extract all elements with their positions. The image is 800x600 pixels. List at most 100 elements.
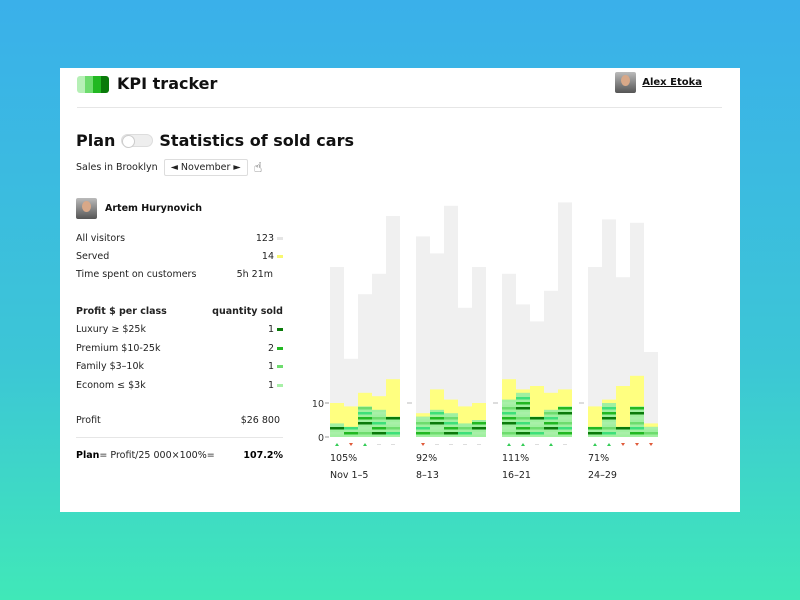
summary-divider [76, 437, 283, 438]
plan-value: 107.2% [243, 450, 283, 461]
sold-class-stripe [430, 432, 444, 435]
sold-class-stripe [358, 407, 372, 410]
sold-class-stripe [358, 417, 372, 420]
filter-bar: Sales in Brooklyn ◄ November ► ☝ [76, 159, 262, 176]
sold-class-stripe [602, 422, 616, 425]
class-row: Premium $10-25k 2 [76, 343, 283, 354]
class-quantity: 1 [267, 361, 274, 372]
month-selector[interactable]: ◄ November ► [163, 159, 248, 176]
group-date-range: 16–21 [502, 470, 531, 481]
page-heading: Plan Statistics of sold cars [76, 131, 354, 150]
legend-swatch [277, 328, 283, 331]
sold-class-stripe [386, 427, 400, 430]
visitors-bar [416, 236, 430, 437]
sold-class-stripe [430, 417, 444, 420]
salesperson-avatar [76, 198, 97, 219]
user-name[interactable]: Alex Etoka [642, 77, 702, 88]
sold-class-stripe [530, 417, 544, 420]
sold-class-stripe [530, 422, 544, 425]
sold-class-stripe [516, 427, 530, 430]
sold-class-stripe [630, 422, 644, 425]
stat-value: 14 [261, 251, 274, 262]
salesperson-name: Artem Hurynovich [105, 203, 202, 214]
sold-class-stripe [558, 417, 572, 420]
trend-up-icon [363, 443, 367, 446]
plan-toggle[interactable] [121, 134, 154, 148]
legend-swatch [277, 255, 283, 258]
group-percent: 111% [502, 453, 529, 464]
sold-class-stripe [502, 412, 516, 415]
sold-class-stripe [430, 412, 444, 415]
sold-class-stripe [472, 422, 486, 425]
class-header-left: Profit $ per class [76, 306, 167, 317]
sold-class-stripe [430, 427, 444, 430]
sold-class-stripe [502, 422, 516, 425]
sold-class-stripe [386, 417, 400, 420]
plan-row: Plan= Profit/25 000×100%= 107.2% [76, 450, 283, 461]
sold-class-stripe [358, 412, 372, 415]
sold-class-stripe [602, 432, 616, 435]
stat-label: Time spent on customers [76, 269, 197, 280]
sold-class-stripe [530, 427, 544, 430]
sold-class-stripe [330, 432, 344, 435]
sold-class-stripe [472, 432, 486, 435]
stat-label: All visitors [76, 233, 126, 244]
sold-class-stripe [516, 432, 530, 435]
sold-class-stripe [372, 427, 386, 430]
sold-class-stripe [544, 412, 558, 415]
class-row: Luxury ≥ $25k 1 [76, 324, 283, 335]
user-menu[interactable]: Alex Etoka [615, 72, 702, 93]
sold-class-stripe [372, 412, 386, 415]
visitors-bar [330, 267, 344, 437]
sold-class-stripe [444, 417, 458, 420]
sold-class-stripe [358, 427, 372, 430]
class-quantity: 2 [267, 342, 274, 354]
visitors-bar [444, 205, 458, 437]
sold-class-stripe [416, 417, 430, 420]
sold-class-stripe [588, 432, 602, 435]
visitors-bar [644, 352, 658, 437]
location-label: Sales in Brooklyn [76, 162, 158, 173]
trend-flat-icon [377, 444, 381, 445]
trend-down-icon [649, 443, 653, 446]
legend-swatch [277, 237, 283, 240]
group-date-range: 24–29 [588, 470, 617, 481]
profit-value: $26 800 [240, 415, 280, 426]
class-quantity: 1 [267, 324, 274, 335]
sold-bar [416, 416, 430, 437]
app-title: KPI tracker [117, 74, 218, 93]
sold-class-stripe [416, 427, 430, 430]
sold-class-stripe [602, 427, 616, 430]
trend-up-icon [607, 443, 611, 446]
trend-flat-icon [477, 444, 481, 445]
header-divider [77, 107, 722, 108]
y-tick-label: 10 [312, 399, 324, 410]
sold-class-stripe [502, 427, 516, 430]
sold-class-stripe [644, 427, 658, 430]
stat-row: Served 14 [76, 251, 283, 262]
class-quantity: 1 [267, 379, 274, 391]
sold-class-stripe [558, 407, 572, 410]
stat-value: 123 [255, 233, 274, 244]
stat-label: Served [76, 251, 110, 262]
sold-class-stripe [358, 432, 372, 435]
sold-class-stripe [544, 417, 558, 420]
sold-class-stripe [502, 432, 516, 435]
trend-up-icon [521, 443, 525, 446]
sold-class-stripe [516, 402, 530, 405]
logo [77, 76, 109, 93]
trend-flat-icon [391, 444, 395, 445]
sold-class-stripe [444, 422, 458, 425]
trend-up-icon [507, 443, 511, 446]
sold-bar [344, 426, 358, 437]
sold-class-stripe [544, 427, 558, 430]
kpi-card: KPI tracker Alex Etoka Plan Statistics o… [60, 68, 740, 512]
sold-class-stripe [616, 427, 630, 430]
sales-chart: 0 10 105% Nov 1–5 92% 8–13 111% 16–21 71% 24–29 [312, 202, 658, 481]
salesperson: Artem Hurynovich [76, 198, 202, 219]
group-percent: 71% [588, 453, 609, 464]
sold-class-stripe [530, 432, 544, 435]
profit-row: Profit $26 800 [76, 415, 280, 426]
sold-bar [616, 426, 630, 437]
served-bar [616, 386, 630, 437]
